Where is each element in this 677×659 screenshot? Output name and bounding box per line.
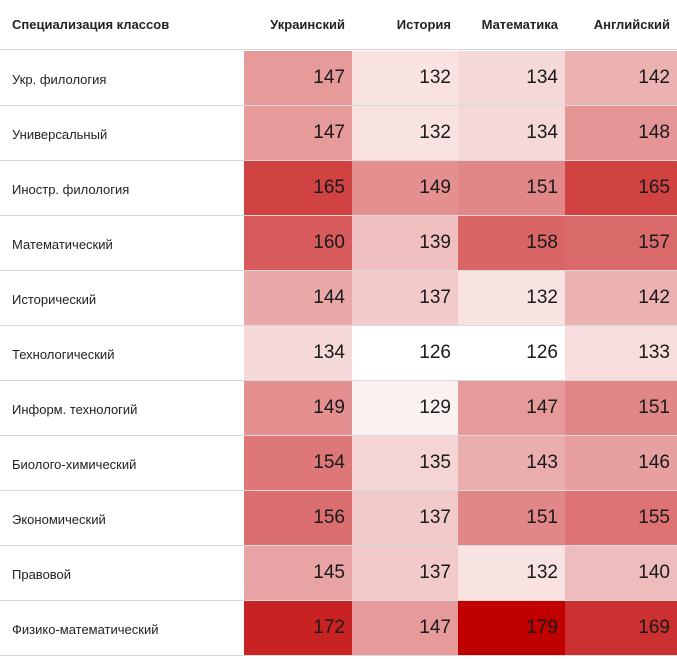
- row-label: Биолого-химический: [12, 457, 137, 472]
- heatmap-cell: 134: [244, 326, 352, 380]
- row-label: Физико-математический: [12, 622, 159, 637]
- table-row: Математический 160 139 158 157: [0, 216, 677, 271]
- heatmap-cell: 160: [244, 216, 352, 270]
- heatmap-cell: 158: [458, 216, 565, 270]
- column-header-specialization: Специализация классов: [12, 17, 170, 32]
- column-header: Английский: [593, 17, 670, 32]
- heatmap-cell: 142: [565, 51, 677, 105]
- heatmap-cell: 137: [352, 271, 458, 325]
- heatmap-cell: 151: [565, 381, 677, 435]
- column-header: Математика: [481, 17, 558, 32]
- heatmap-cell: 137: [352, 491, 458, 545]
- row-label: Технологический: [12, 347, 115, 362]
- table-row: Технологический 134 126 126 133: [0, 326, 677, 381]
- heatmap-cell: 140: [565, 546, 677, 600]
- heatmap-cell: 169: [565, 601, 677, 655]
- table-row: Информ. технологий 149 129 147 151: [0, 381, 677, 436]
- header-row: Специализация классов Украинский История…: [0, 0, 677, 50]
- table-row: Иностр. филология 165 149 151 165: [0, 161, 677, 216]
- heatmap-cell: 149: [352, 161, 458, 215]
- heatmap-cell: 151: [458, 161, 565, 215]
- heatmap-cell: 179: [458, 601, 565, 655]
- heatmap-cell: 147: [244, 51, 352, 105]
- heatmap-cell: 172: [244, 601, 352, 655]
- heatmap-cell: 157: [565, 216, 677, 270]
- heatmap-cell: 126: [352, 326, 458, 380]
- heatmap-cell: 144: [244, 271, 352, 325]
- heatmap-cell: 134: [458, 51, 565, 105]
- row-label: Исторический: [12, 292, 97, 307]
- heatmap-cell: 129: [352, 381, 458, 435]
- heatmap-cell: 135: [352, 436, 458, 490]
- heatmap-cell: 155: [565, 491, 677, 545]
- heatmap-cell: 145: [244, 546, 352, 600]
- row-label: Укр. филология: [12, 72, 107, 87]
- heatmap-cell: 139: [352, 216, 458, 270]
- column-header: История: [396, 17, 451, 32]
- heatmap-cell: 156: [244, 491, 352, 545]
- table-row: Биолого-химический 154 135 143 146: [0, 436, 677, 491]
- heatmap-cell: 147: [244, 106, 352, 160]
- heatmap-cell: 132: [352, 51, 458, 105]
- heatmap-cell: 165: [244, 161, 352, 215]
- table-row: Укр. филология 147 132 134 142: [0, 51, 677, 106]
- table-row: Физико-математический 172 147 179 169: [0, 601, 677, 656]
- heatmap-cell: 134: [458, 106, 565, 160]
- row-label: Иностр. филология: [12, 182, 130, 197]
- heatmap-cell: 147: [352, 601, 458, 655]
- heatmap-cell: 142: [565, 271, 677, 325]
- table-row: Экономический 156 137 151 155: [0, 491, 677, 546]
- heatmap-cell: 126: [458, 326, 565, 380]
- heatmap-cell: 148: [565, 106, 677, 160]
- row-label: Экономический: [12, 512, 106, 527]
- heatmap-cell: 132: [458, 271, 565, 325]
- column-header: Украинский: [270, 17, 345, 32]
- row-label: Правовой: [12, 567, 72, 582]
- table-row: Универсальный 147 132 134 148: [0, 106, 677, 161]
- heatmap-cell: 149: [244, 381, 352, 435]
- heatmap-cell: 146: [565, 436, 677, 490]
- row-label: Информ. технологий: [12, 402, 138, 417]
- table-row: Правовой 145 137 132 140: [0, 546, 677, 601]
- heatmap-cell: 137: [352, 546, 458, 600]
- row-label: Математический: [12, 237, 113, 252]
- table-row: Исторический 144 137 132 142: [0, 271, 677, 326]
- heatmap-cell: 143: [458, 436, 565, 490]
- heatmap-cell: 147: [458, 381, 565, 435]
- row-label: Универсальный: [12, 127, 108, 142]
- heatmap-cell: 154: [244, 436, 352, 490]
- heatmap-cell: 132: [458, 546, 565, 600]
- heatmap-cell: 165: [565, 161, 677, 215]
- heatmap-cell: 132: [352, 106, 458, 160]
- heatmap-cell: 151: [458, 491, 565, 545]
- heatmap-cell: 133: [565, 326, 677, 380]
